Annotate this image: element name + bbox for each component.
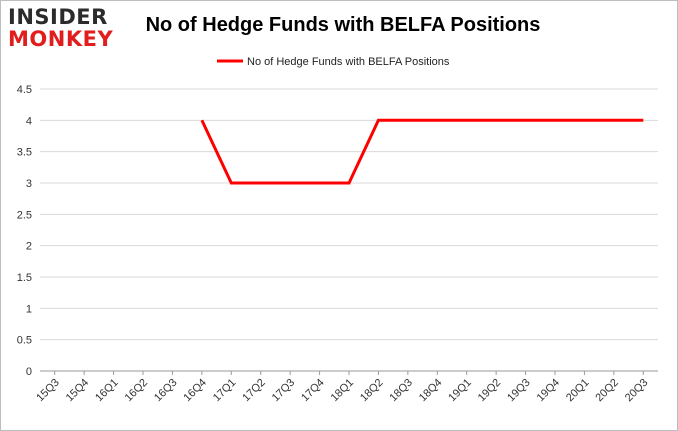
x-tick-label: 18Q2 xyxy=(358,377,386,405)
y-tick-label: 0.5 xyxy=(17,335,32,347)
gridlines xyxy=(40,88,658,372)
x-tick-label: 15Q3 xyxy=(34,377,62,405)
y-tick-label: 1.5 xyxy=(17,272,32,284)
legend: No of Hedge Funds with BELFA Positions xyxy=(217,56,450,68)
insider-monkey-logo: INSIDER MONKEY xyxy=(8,6,128,50)
x-tick-label: 17Q1 xyxy=(211,377,239,405)
y-tick-label: 3.5 xyxy=(17,147,32,159)
x-tick-label: 16Q3 xyxy=(152,377,180,405)
chart-title: No of Hedge Funds with BELFA Positions xyxy=(145,14,541,36)
y-tick-label: 0 xyxy=(26,366,32,378)
y-tick-label: 1 xyxy=(26,303,32,315)
y-tick-label: 2 xyxy=(26,241,32,253)
x-tick-label: 20Q1 xyxy=(564,377,592,405)
x-tick-label: 16Q2 xyxy=(123,377,151,405)
x-tick-label: 19Q3 xyxy=(505,377,533,405)
series-lines xyxy=(200,118,644,185)
x-tick-label: 20Q3 xyxy=(623,377,651,405)
y-tick-label: 3 xyxy=(26,178,32,190)
x-tick-label: 16Q1 xyxy=(93,377,121,405)
x-tick-label: 17Q4 xyxy=(299,377,327,405)
y-tick-label: 4.5 xyxy=(17,84,32,96)
y-axis-ticks: 0 0.5 1 1.5 2 2.5 3 3.5 4 4.5 xyxy=(17,84,32,378)
x-tick-label: 19Q1 xyxy=(446,377,474,405)
x-tick-label: 18Q4 xyxy=(417,377,445,405)
x-tick-label: 15Q4 xyxy=(64,377,92,405)
y-tick-label: 2.5 xyxy=(17,209,32,221)
y-tick-label: 4 xyxy=(26,115,32,127)
x-tick-label: 17Q2 xyxy=(240,377,268,405)
logo-line-1: INSIDER xyxy=(8,5,108,29)
legend-label: No of Hedge Funds with BELFA Positions xyxy=(247,56,450,68)
x-tick-label: 20Q2 xyxy=(593,377,621,405)
x-axis-ticks: 15Q3 15Q4 16Q1 16Q2 16Q3 16Q4 17Q1 17Q2 17Q3 17Q4… xyxy=(34,371,650,404)
x-tick-label: 18Q3 xyxy=(387,377,415,405)
x-tick-label: 18Q1 xyxy=(329,377,357,405)
series-line xyxy=(200,118,644,185)
x-tick-label: 19Q2 xyxy=(476,377,504,405)
x-tick-label: 17Q3 xyxy=(270,377,298,405)
x-tick-label: 19Q4 xyxy=(535,377,563,405)
x-tick-label: 16Q4 xyxy=(181,377,209,405)
logo-line-2: MONKEY xyxy=(8,27,114,51)
